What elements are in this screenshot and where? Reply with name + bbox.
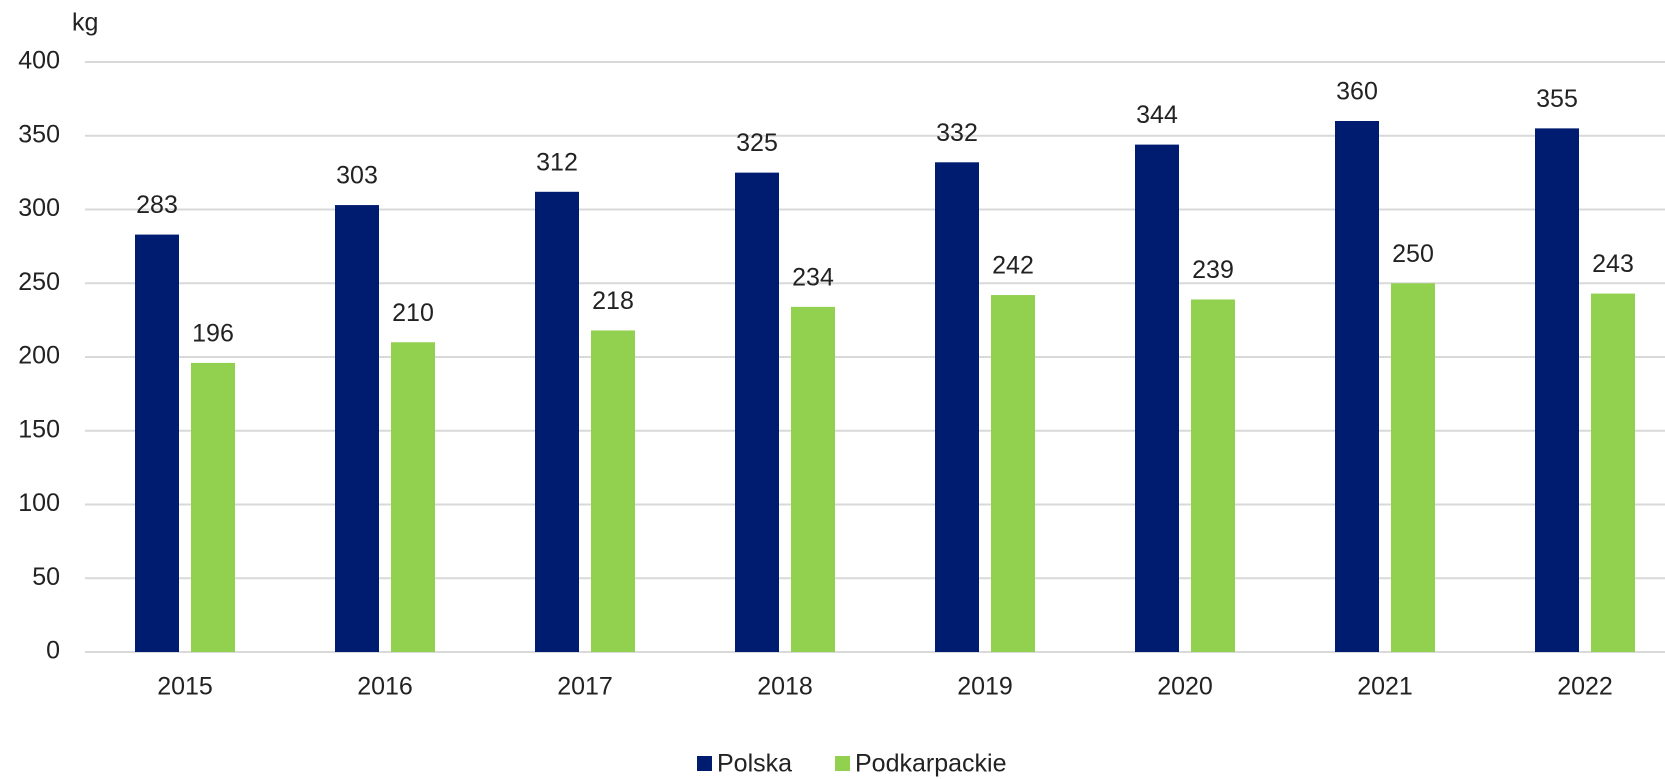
y-tick-label: 50 — [32, 563, 60, 591]
data-label: 218 — [592, 287, 634, 315]
x-tick-label: 2015 — [157, 673, 213, 701]
x-tick-label: 2019 — [957, 673, 1013, 701]
x-tick-label: 2022 — [1557, 673, 1613, 701]
x-tick-label: 2018 — [757, 673, 813, 701]
bar — [391, 342, 435, 652]
data-label: 196 — [192, 320, 234, 348]
bar — [1335, 121, 1379, 652]
y-tick-label: 350 — [18, 120, 60, 148]
bar — [535, 191, 579, 653]
y-tick-label: 400 — [18, 47, 60, 75]
bar — [791, 306, 835, 652]
y-tick-label: 300 — [18, 194, 60, 222]
legend-swatch — [835, 756, 850, 771]
y-tick-label: 0 — [46, 637, 60, 665]
bar — [335, 205, 379, 652]
bar — [1391, 283, 1435, 652]
bar — [135, 234, 179, 652]
legend-swatch — [697, 756, 712, 771]
data-label: 355 — [1536, 85, 1578, 113]
bar — [591, 330, 635, 652]
x-tick-label: 2021 — [1357, 673, 1413, 701]
bar — [1191, 299, 1235, 652]
data-label: 325 — [736, 129, 778, 157]
y-tick-label: 150 — [18, 415, 60, 443]
data-label: 303 — [336, 162, 378, 190]
data-label: 239 — [1192, 256, 1234, 284]
data-label: 332 — [936, 119, 978, 147]
data-label: 360 — [1336, 78, 1378, 106]
y-tick-label: 250 — [18, 268, 60, 296]
bar — [1535, 128, 1579, 652]
data-label: 210 — [392, 299, 434, 327]
bar — [991, 295, 1035, 652]
data-label: 250 — [1392, 240, 1434, 268]
legend-label: Polska — [717, 750, 792, 778]
legend-label: Podkarpackie — [855, 750, 1006, 778]
data-label: 312 — [536, 148, 578, 176]
bar — [191, 362, 235, 652]
data-label: 344 — [1136, 101, 1178, 129]
y-axis-label: kg — [72, 9, 98, 37]
y-tick-label: 200 — [18, 342, 60, 370]
bar — [1591, 293, 1635, 652]
data-label: 234 — [792, 263, 834, 291]
x-tick-label: 2016 — [357, 673, 413, 701]
bar — [735, 172, 779, 652]
x-tick-label: 2017 — [557, 673, 613, 701]
bar — [1135, 144, 1179, 652]
bar — [935, 162, 979, 653]
x-tick-label: 2020 — [1157, 673, 1213, 701]
data-label: 242 — [992, 252, 1034, 280]
data-label: 283 — [136, 191, 178, 219]
data-label: 243 — [1592, 250, 1634, 278]
y-tick-label: 100 — [18, 489, 60, 517]
